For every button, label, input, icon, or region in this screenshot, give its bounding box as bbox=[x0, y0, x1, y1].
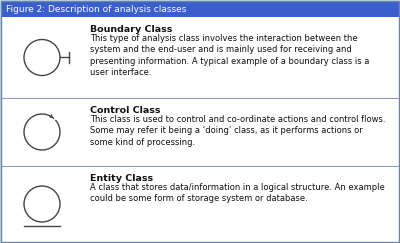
Text: Boundary Class: Boundary Class bbox=[90, 25, 172, 34]
Text: This class is used to control and co-ordinate actions and control flows.
Some ma: This class is used to control and co-ord… bbox=[90, 115, 386, 147]
Text: Entity Class: Entity Class bbox=[90, 174, 153, 183]
Text: A class that stores data/information in a logical structure. An example
could be: A class that stores data/information in … bbox=[90, 183, 385, 203]
Text: This type of analysis class involves the interaction between the
system and the : This type of analysis class involves the… bbox=[90, 34, 369, 77]
Text: Control Class: Control Class bbox=[90, 106, 160, 115]
Text: Figure 2: Description of analysis classes: Figure 2: Description of analysis classe… bbox=[6, 5, 186, 14]
Bar bbox=[1, 1, 399, 17]
